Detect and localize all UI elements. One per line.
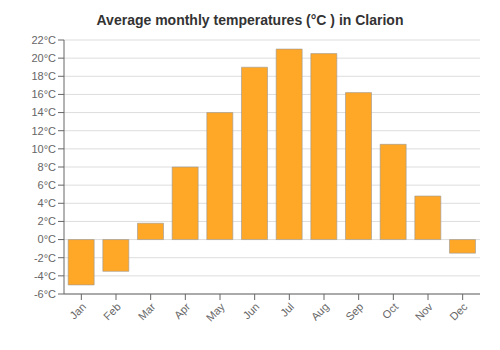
svg-text:Dec: Dec — [447, 300, 470, 323]
svg-text:12°C: 12°C — [31, 125, 56, 137]
svg-text:Jul: Jul — [278, 300, 296, 318]
svg-text:8°C: 8°C — [38, 161, 57, 173]
svg-text:16°C: 16°C — [31, 88, 56, 100]
svg-text:Feb: Feb — [101, 300, 123, 322]
svg-text:0°C: 0°C — [38, 233, 57, 245]
svg-text:20°C: 20°C — [31, 52, 56, 64]
svg-text:22°C: 22°C — [31, 34, 56, 46]
svg-text:May: May — [204, 300, 228, 324]
svg-text:Apr: Apr — [172, 300, 193, 321]
svg-text:-6°C: -6°C — [34, 288, 56, 300]
svg-text:4°C: 4°C — [38, 197, 57, 209]
svg-text:18°C: 18°C — [31, 70, 56, 82]
svg-text:Mar: Mar — [136, 300, 158, 322]
svg-text:2°C: 2°C — [38, 215, 57, 227]
svg-text:Sep: Sep — [343, 300, 365, 322]
html-text:Average monthly temperatures (: Average monthly temperatures (°C ) in Cl… — [96, 12, 404, 28]
svg-text:Aug: Aug — [309, 300, 331, 322]
svg-text:Jan: Jan — [67, 300, 88, 321]
svg-text:14°C: 14°C — [31, 106, 56, 118]
svg-text:6°C: 6°C — [38, 179, 57, 191]
svg-text:10°C: 10°C — [31, 143, 56, 155]
svg-text:Jun: Jun — [241, 300, 262, 321]
svg-text:Nov: Nov — [413, 300, 436, 323]
svg-text:Oct: Oct — [380, 300, 401, 321]
svg-text:-2°C: -2°C — [34, 252, 56, 264]
svg-text:-4°C: -4°C — [34, 270, 56, 282]
